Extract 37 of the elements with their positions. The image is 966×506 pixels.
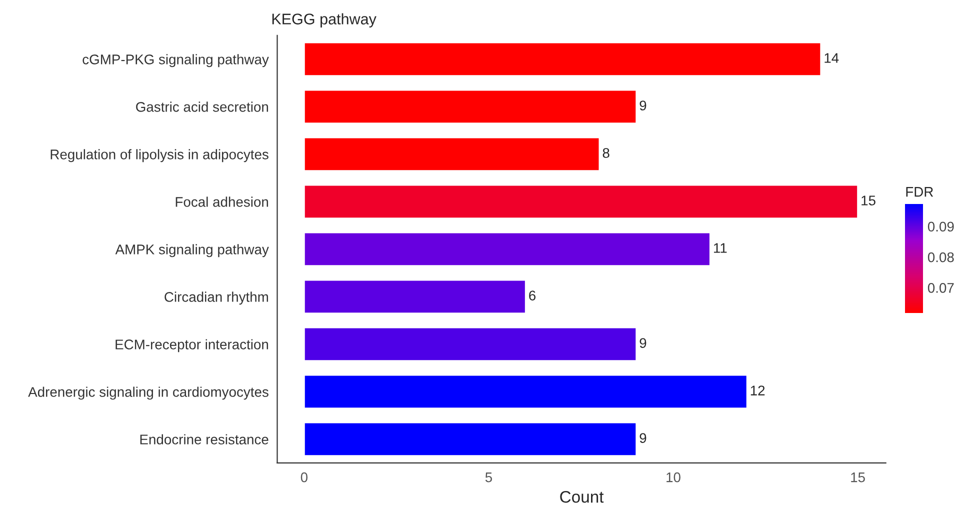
- bar: [303, 136, 600, 172]
- x-axis-title: Count: [560, 490, 604, 503]
- y-tick-label: Adrenergic signaling in cardiomyocytes: [28, 386, 268, 400]
- data-label: 9: [640, 433, 646, 443]
- color-bar-label: 0.07: [928, 283, 954, 293]
- y-tick-label: Gastric acid secretion: [136, 102, 268, 112]
- data-label: 15: [862, 196, 876, 206]
- bar: [303, 42, 822, 76]
- data-label: 8: [602, 148, 610, 158]
- color-bar-label: 0.08: [928, 252, 954, 262]
- bar: [303, 422, 638, 457]
- data-label: 11: [714, 243, 727, 253]
- y-tick-label: cGMP-PKG signaling pathway: [82, 54, 269, 68]
- data-label: 12: [750, 386, 765, 396]
- bar: [303, 326, 638, 362]
- data-label: 9: [640, 338, 646, 348]
- bar: [303, 184, 858, 220]
- data-label: 6: [529, 290, 536, 300]
- y-tick-label: ECM-receptor interaction: [116, 339, 268, 352]
- y-tick-label: Regulation of lipolysis in adipocytes: [50, 149, 268, 162]
- bar: [303, 89, 638, 124]
- color-bar-title: FDR: [906, 187, 934, 197]
- x-tick-label: 15: [851, 472, 865, 482]
- bar: [303, 232, 711, 267]
- y-tick-label: Focal adhesion: [176, 196, 268, 207]
- y-tick-label: Endocrine resistance: [140, 434, 268, 444]
- bar: [303, 374, 748, 410]
- y-axis-title: KEGG pathway: [272, 13, 376, 28]
- color-bar-label: 0.09: [928, 222, 954, 232]
- data-label: 14: [824, 53, 839, 63]
- data-label: 9: [640, 100, 646, 110]
- x-tick-label: 0: [300, 472, 308, 482]
- x-tick-label: 10: [666, 472, 680, 482]
- y-tick-label: AMPK signaling pathway: [115, 244, 269, 258]
- x-tick-label: 5: [485, 472, 492, 482]
- bar: [303, 279, 526, 314]
- y-tick-label: Circadian rhythm: [164, 292, 268, 305]
